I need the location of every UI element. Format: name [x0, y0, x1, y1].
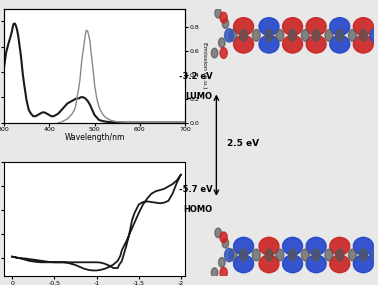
Circle shape [336, 249, 344, 261]
Circle shape [240, 29, 248, 41]
Circle shape [359, 249, 367, 261]
Ellipse shape [330, 35, 350, 53]
Circle shape [312, 29, 320, 41]
Ellipse shape [353, 18, 373, 35]
Circle shape [265, 249, 273, 261]
Ellipse shape [330, 18, 350, 35]
Ellipse shape [330, 255, 350, 273]
Ellipse shape [283, 18, 302, 35]
Circle shape [252, 29, 260, 41]
Text: 2.5 eV: 2.5 eV [227, 139, 259, 148]
Circle shape [218, 258, 225, 267]
Circle shape [349, 29, 356, 41]
Circle shape [215, 9, 222, 18]
Ellipse shape [283, 35, 302, 53]
Ellipse shape [283, 255, 302, 273]
X-axis label: Wavelength/nm: Wavelength/nm [64, 133, 125, 142]
Circle shape [370, 249, 378, 261]
Circle shape [325, 249, 333, 261]
Circle shape [370, 248, 378, 262]
Circle shape [220, 267, 227, 278]
Ellipse shape [306, 18, 326, 35]
Circle shape [220, 232, 227, 243]
Ellipse shape [259, 35, 279, 53]
Ellipse shape [234, 237, 254, 255]
Ellipse shape [330, 237, 350, 255]
Y-axis label: Emission (a.u.): Emission (a.u.) [202, 42, 207, 89]
Ellipse shape [234, 18, 254, 35]
Circle shape [276, 249, 284, 261]
Circle shape [215, 228, 222, 238]
Ellipse shape [306, 255, 326, 273]
Text: -5.7 eV: -5.7 eV [179, 185, 213, 194]
Circle shape [218, 38, 225, 48]
Circle shape [211, 48, 218, 58]
Circle shape [370, 29, 378, 41]
Circle shape [376, 12, 378, 23]
Ellipse shape [306, 35, 326, 53]
Circle shape [312, 249, 320, 261]
Circle shape [225, 248, 234, 262]
Ellipse shape [306, 237, 326, 255]
Circle shape [211, 268, 218, 278]
Ellipse shape [353, 237, 373, 255]
Ellipse shape [259, 255, 279, 273]
Circle shape [376, 267, 378, 278]
Circle shape [375, 239, 378, 248]
Circle shape [240, 249, 248, 261]
Circle shape [336, 29, 344, 41]
Circle shape [222, 239, 229, 248]
Circle shape [225, 29, 234, 42]
Ellipse shape [353, 255, 373, 273]
Circle shape [220, 48, 227, 58]
Circle shape [288, 249, 297, 261]
Ellipse shape [259, 18, 279, 35]
Circle shape [370, 29, 378, 42]
Text: -3.2 eV: -3.2 eV [179, 72, 213, 81]
Circle shape [276, 29, 284, 41]
Ellipse shape [234, 255, 254, 273]
Circle shape [229, 29, 237, 41]
Ellipse shape [259, 237, 279, 255]
Circle shape [376, 232, 378, 243]
Circle shape [220, 12, 227, 23]
Circle shape [376, 48, 378, 58]
Ellipse shape [234, 35, 254, 53]
Text: HOMO: HOMO [184, 205, 213, 214]
Circle shape [288, 29, 297, 41]
Text: LUMO: LUMO [186, 92, 213, 101]
Circle shape [222, 19, 229, 29]
Ellipse shape [353, 35, 373, 53]
Circle shape [252, 249, 260, 261]
Circle shape [375, 19, 378, 29]
Circle shape [265, 29, 273, 41]
Circle shape [359, 29, 367, 41]
Circle shape [301, 29, 309, 41]
Circle shape [301, 249, 309, 261]
Circle shape [349, 249, 356, 261]
Ellipse shape [283, 237, 302, 255]
Circle shape [229, 249, 237, 261]
Circle shape [325, 29, 333, 41]
